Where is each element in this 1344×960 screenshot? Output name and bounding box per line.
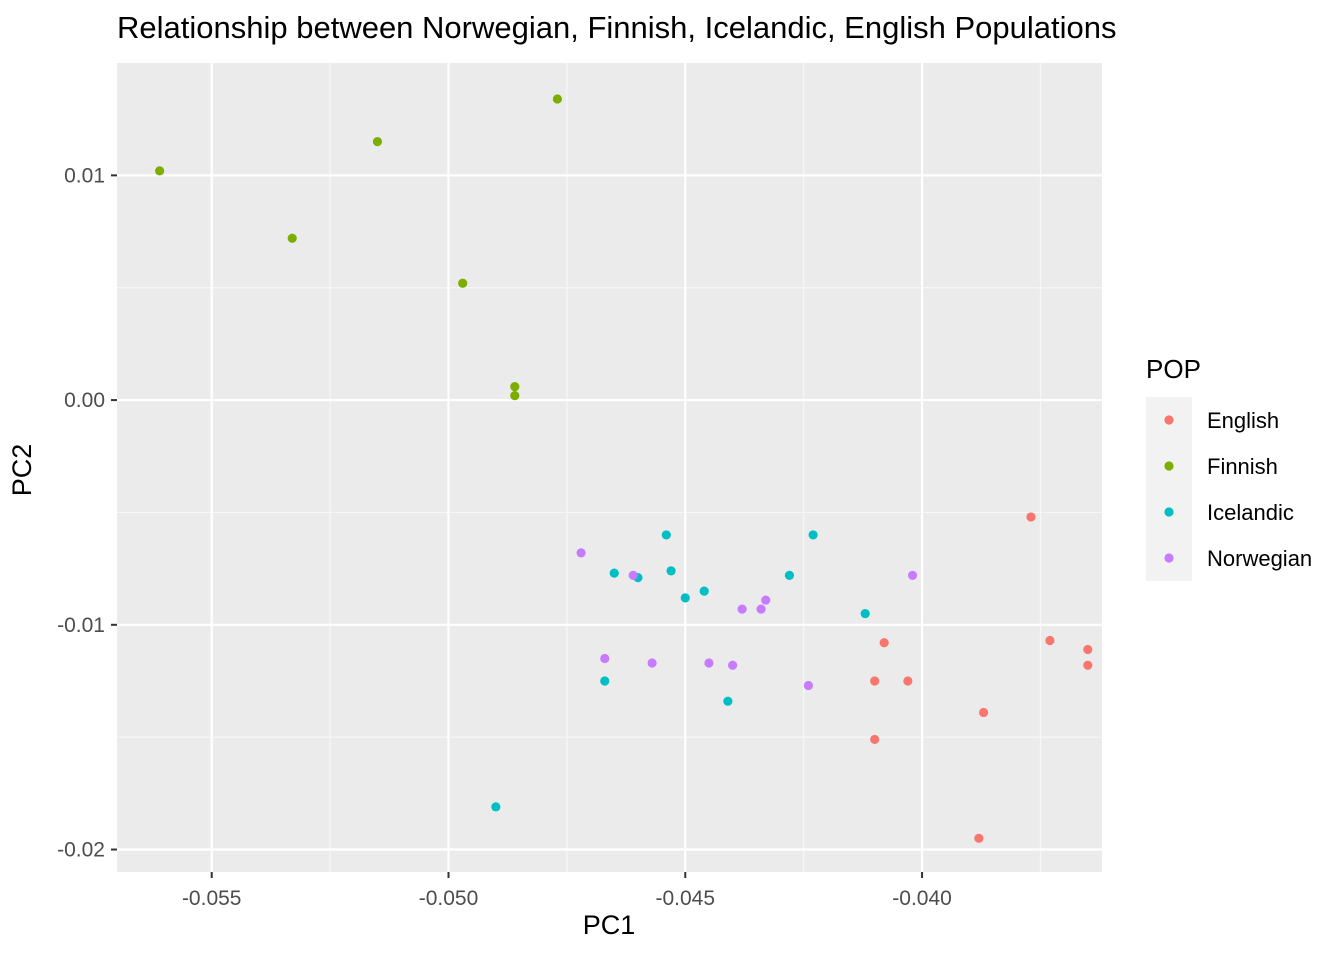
data-point-finnish (510, 390, 520, 401)
legend-title: POP (1146, 354, 1201, 384)
x-axis-title: PC1 (582, 910, 636, 940)
data-point-icelandic (784, 570, 795, 580)
legend-key-finnish (1164, 461, 1174, 471)
data-point-english (1026, 512, 1036, 522)
data-point-icelandic (860, 608, 870, 619)
data-point-norwegian (907, 570, 918, 580)
data-point-english (979, 707, 989, 718)
data-point-icelandic (491, 802, 501, 812)
data-point-english (879, 638, 889, 648)
legend-label-norwegian: Norwegian (1207, 546, 1313, 571)
data-point-icelandic (609, 568, 619, 578)
series-english (870, 512, 1093, 843)
x-tick-label: -0.050 (419, 887, 479, 910)
y-tick-label: 0.01 (64, 164, 105, 187)
points-layer (155, 94, 1093, 843)
grid-minor (117, 63, 1102, 872)
series-finnish (155, 94, 563, 401)
data-point-icelandic (808, 530, 818, 540)
data-point-icelandic (680, 593, 690, 603)
x-tick-label: -0.045 (655, 887, 715, 910)
plot-panel (117, 63, 1102, 872)
data-point-english (870, 734, 880, 745)
data-point-norwegian (803, 680, 813, 691)
data-point-norwegian (756, 604, 766, 614)
x-tick-label: -0.055 (182, 887, 242, 910)
data-point-english (870, 676, 880, 686)
data-point-icelandic (699, 586, 709, 596)
data-point-english (974, 833, 984, 843)
legend-keys (1164, 415, 1174, 563)
data-point-norwegian (737, 604, 747, 614)
data-point-english (1083, 644, 1093, 655)
data-point-norwegian (704, 658, 714, 668)
legend-label-finnish: Finnish (1207, 454, 1278, 479)
axis-ticks: -0.055 -0.050 -0.045 -0.040 -0.02 -0.01 0.00 0.… (57, 164, 952, 910)
data-point-icelandic (723, 696, 733, 706)
data-point-finnish (458, 278, 468, 288)
grid-major (117, 63, 1102, 872)
data-point-norwegian (600, 653, 610, 664)
data-point-english (903, 676, 913, 686)
data-point-finnish (287, 233, 297, 243)
legend-label-icelandic: Icelandic (1207, 500, 1294, 525)
data-point-finnish (155, 166, 165, 176)
legend-key-background (1146, 397, 1192, 581)
y-tick-label: 0.00 (64, 389, 105, 412)
x-tick-label: -0.040 (892, 887, 952, 910)
data-point-english (1045, 635, 1055, 646)
legend-key-icelandic (1164, 507, 1174, 517)
series-icelandic (491, 530, 870, 812)
data-point-norwegian (628, 570, 638, 580)
legend-key-english (1164, 415, 1174, 425)
data-point-norwegian (647, 658, 657, 668)
legend-label-english: English (1207, 408, 1280, 433)
data-point-finnish (510, 382, 520, 392)
series-norwegian (576, 548, 918, 691)
data-point-english (1083, 660, 1093, 670)
data-point-icelandic (600, 676, 610, 686)
y-tick-label: -0.02 (57, 839, 105, 862)
y-tick-label: -0.01 (57, 614, 105, 637)
y-axis-title: PC2 (7, 443, 37, 497)
data-point-norwegian (728, 660, 738, 670)
legend-key-norwegian (1164, 553, 1174, 563)
data-point-finnish (372, 137, 383, 147)
chart-title: Relationship between Norwegian, Finnish,… (117, 10, 1117, 45)
data-point-norwegian (761, 595, 771, 605)
data-point-icelandic (661, 530, 671, 540)
data-point-finnish (552, 94, 563, 104)
data-point-icelandic (666, 566, 676, 576)
data-point-norwegian (576, 548, 586, 558)
